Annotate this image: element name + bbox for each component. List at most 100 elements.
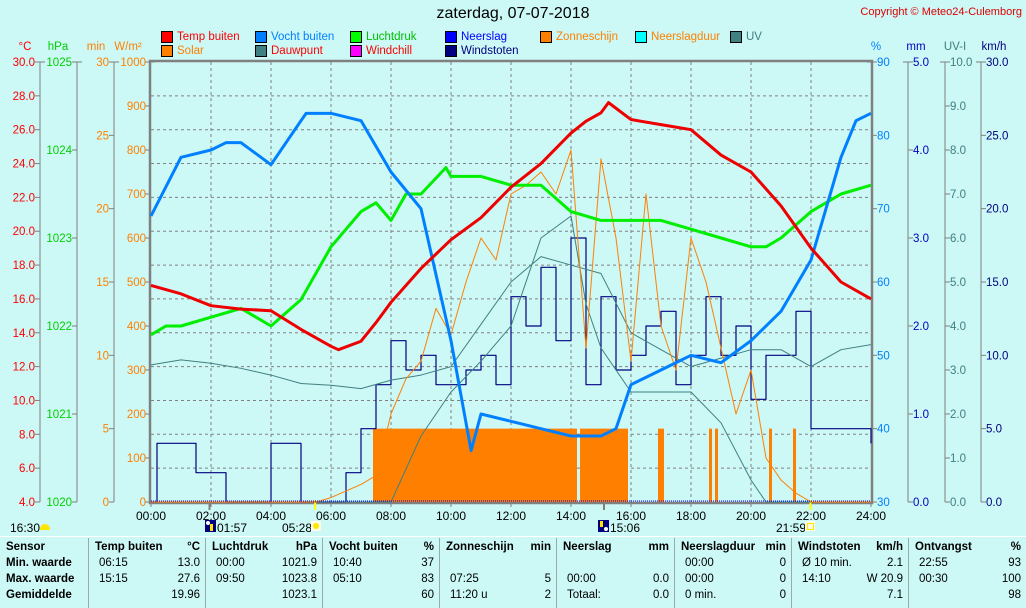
legend-label: Zonneschijn: [556, 31, 619, 43]
uv-tick-label: 5.0: [950, 277, 966, 289]
legend-swatch-icon: [161, 31, 173, 43]
series-line-windstoten: [151, 237, 872, 503]
moonrise-icon: [205, 520, 216, 532]
legend-label: UV: [746, 31, 762, 43]
pressure-tick-label: 1024: [46, 145, 72, 157]
copyright: Copyright © Meteo24-Culemborg: [860, 6, 1022, 18]
column-header: Ontvangst: [915, 541, 972, 553]
table-cell-time: Ø 10 min.: [802, 557, 852, 569]
table-cell-value: 93: [1008, 557, 1021, 569]
table-cell-value: 60: [421, 589, 434, 601]
legend-swatch-icon: [730, 31, 742, 43]
table-cell-time: 10:40: [333, 557, 362, 569]
temp-tick-label: 30.0: [13, 57, 35, 69]
row-label: Gemiddelde: [6, 589, 72, 601]
temp-tick-label: 18.0: [13, 260, 35, 272]
legend-swatch-icon: [255, 31, 267, 43]
humidity-tick-label: 80: [877, 130, 890, 142]
legend-label: Solar: [177, 45, 204, 57]
legend-swatch-icon: [350, 45, 362, 57]
legend-label: Temp buiten: [177, 31, 240, 43]
wind-tick-label: 20.0: [986, 204, 1008, 216]
table-cell-time: 11:20 u: [450, 589, 488, 601]
pressure-tick-label: 1020: [46, 497, 72, 509]
table-cell-time: 14:10: [802, 573, 831, 585]
wind-tick-label: 30.0: [986, 57, 1008, 69]
rain-tick-label: 3.0: [913, 233, 929, 245]
legend-label: Windstoten: [461, 45, 519, 57]
wind-tick-label: 5.0: [986, 424, 1002, 436]
table-column: Temp buiten °C 06:15 13.0 15:15 27.6 19.96: [88, 538, 206, 608]
temp-tick-label: 26.0: [13, 125, 35, 137]
table-column: Sensor Min. waarde Max. waarde Gemiddelde: [0, 538, 88, 608]
series-line-vocht-buiten: [149, 111, 872, 453]
uv-tick-label: 3.0: [950, 365, 966, 377]
chart-title: zaterdag, 07-07-2018: [436, 5, 590, 22]
sunset-time: 21:59: [776, 521, 807, 535]
temp-tick-label: 16.0: [13, 294, 35, 306]
minutes-unit-label: min: [87, 41, 106, 53]
rain-tick-label: 4.0: [913, 145, 929, 157]
table-cell-time: 05:10: [333, 573, 362, 585]
humidity-unit-label: %: [871, 41, 881, 53]
table-cell-time: 09:50: [216, 573, 245, 585]
humidity-tick-label: 40: [877, 424, 890, 436]
time-tick-label: 00:00: [136, 509, 166, 523]
temp-unit-label: °C: [19, 41, 32, 53]
table-cell-value: 0: [779, 557, 786, 569]
humidity-tick-label: 30: [877, 497, 890, 509]
table-column: Neerslag mm 00:00 0.0 Totaal: 0.0: [556, 538, 675, 608]
rain-tick-label: 0.0: [913, 497, 929, 509]
column-header: Sensor: [6, 541, 45, 553]
table-cell-value: 1023.1: [281, 589, 317, 601]
rain-tick-label: 2.0: [913, 321, 929, 333]
uv-tick-label: 6.0: [950, 233, 966, 245]
time-tick-label: 12:00: [496, 509, 526, 523]
table-cell-value: 27.6: [177, 573, 200, 585]
legend-swatch-icon: [161, 45, 173, 57]
rain-tick-label: 5.0: [913, 57, 929, 69]
column-header: Windstoten: [798, 541, 861, 553]
temp-tick-label: 8.0: [19, 429, 35, 441]
summary-table: Sensor Min. waarde Max. waarde Gemiddelde Te…: [0, 536, 1026, 608]
uv-tick-label: 8.0: [950, 145, 966, 157]
solar-tick-label: 900: [127, 101, 146, 113]
legend-item: Windchill: [350, 45, 412, 57]
solar-unit-label: W/m²: [114, 41, 142, 53]
column-unit: °C: [187, 541, 200, 553]
table-cell-time: 07:25: [450, 573, 479, 585]
time-tick-label: 04:00: [256, 509, 286, 523]
solar-tick-label: 400: [127, 321, 146, 333]
column-unit: mm: [648, 541, 669, 553]
temp-tick-label: 28.0: [13, 91, 35, 103]
moonrise-time: 01:57: [217, 521, 248, 535]
wind-tick-label: 10.0: [986, 350, 1008, 362]
table-cell-value: 1023.8: [281, 573, 317, 585]
table-cell-value: 0.0: [653, 589, 669, 601]
sunrise-icon: [311, 521, 321, 531]
minutes-tick-label: 15: [96, 277, 109, 289]
chart-svg: 30.0 28.0 26.0 24.0 22.0 20.0 18.0 16.0 14.0 12.0…: [13, 41, 1009, 523]
wind-tick-label: 0.0: [986, 497, 1002, 509]
rain-unit-label: mm: [906, 41, 925, 53]
temp-tick-label: 24.0: [13, 159, 35, 171]
minutes-tick-label: 10: [96, 350, 109, 362]
table-column: Vocht buiten% 10:40 37 05:10 83 60: [322, 538, 440, 608]
solar-tick-label: 200: [127, 409, 146, 421]
legend-label: Vocht buiten: [271, 31, 335, 43]
minutes-tick-label: 30: [96, 57, 109, 69]
table-cell-value: 5: [544, 573, 551, 585]
uv-unit-label: UV-I: [944, 41, 966, 53]
solar-tick-label: 1000: [120, 57, 146, 69]
table-cell-value: 98: [1008, 589, 1021, 601]
legend-swatch-icon: [635, 31, 647, 43]
column-unit: km/h: [876, 541, 903, 553]
table-cell-value: 1021.9: [281, 557, 317, 569]
legend-item: Vocht buiten: [255, 31, 334, 43]
uv-tick-label: 4.0: [950, 321, 966, 333]
column-unit: hPa: [295, 541, 317, 553]
table-cell-value: 0.0: [653, 573, 669, 585]
solar-tick-label: 0: [140, 497, 146, 509]
legend-item: UV: [730, 31, 762, 43]
solar-tick-label: 800: [127, 145, 146, 157]
